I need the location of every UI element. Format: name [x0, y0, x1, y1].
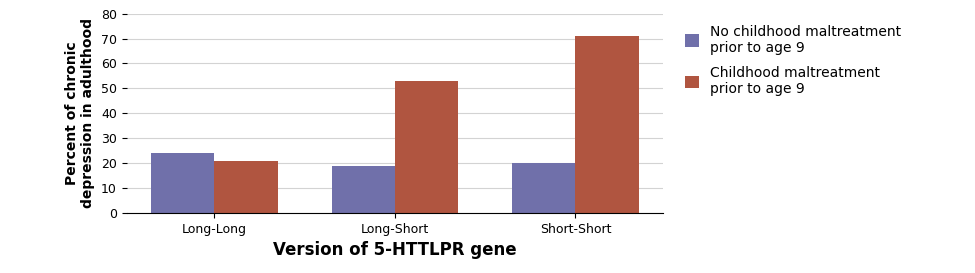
- Bar: [512, 163, 575, 213]
- Bar: [575, 36, 639, 213]
- Bar: [151, 153, 214, 213]
- Bar: [332, 166, 395, 213]
- Bar: [395, 81, 458, 213]
- Legend: No childhood maltreatment
prior to age 9, Childhood maltreatment
prior to age 9: No childhood maltreatment prior to age 9…: [681, 20, 905, 100]
- Y-axis label: Percent of chronic
depression in adulthood: Percent of chronic depression in adultho…: [65, 18, 96, 208]
- Bar: [214, 161, 278, 213]
- X-axis label: Version of 5-HTTLPR gene: Version of 5-HTTLPR gene: [273, 241, 517, 259]
